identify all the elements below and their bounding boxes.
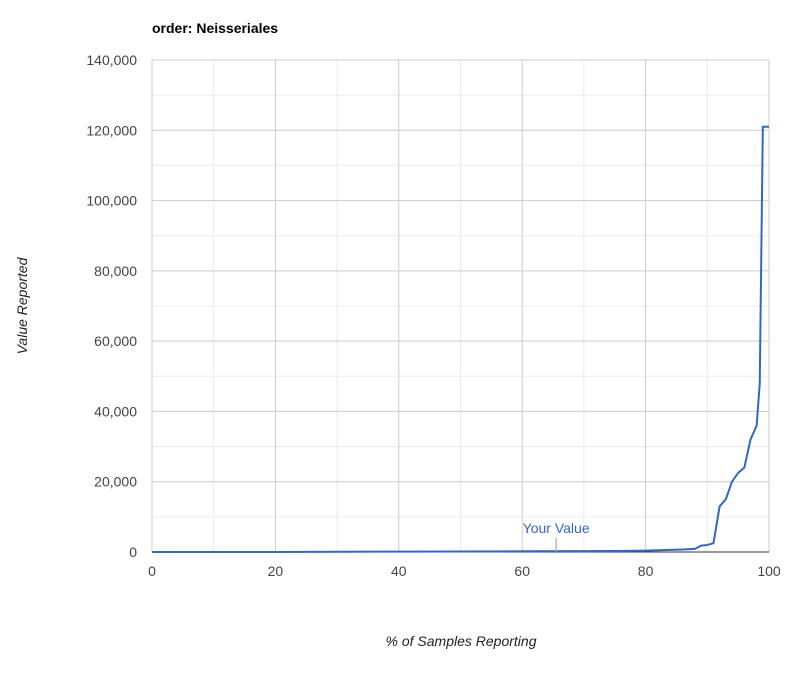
- y-tick-label: 20,000: [94, 474, 137, 490]
- x-tick-label: 20: [268, 563, 284, 579]
- x-tick-label: 80: [638, 563, 654, 579]
- y-tick-label: 60,000: [94, 333, 137, 349]
- x-tick-label: 100: [757, 563, 781, 579]
- x-axis-ticks: 0 20 40 60 80 100: [148, 563, 781, 579]
- x-tick-label: 40: [391, 563, 407, 579]
- y-tick-label: 140,000: [86, 52, 137, 68]
- your-value-marker: Your Value: [523, 520, 590, 552]
- series-lines: [152, 125, 769, 553]
- x-tick-label: 60: [514, 563, 530, 579]
- series-line: [152, 125, 769, 553]
- y-axis-ticks: 0 20,000 40,000 60,000 80,000 100,000 120,000 1…: [86, 52, 137, 560]
- your-value-label: Your Value: [523, 520, 590, 536]
- y-tick-label: 0: [129, 544, 137, 560]
- y-tick-label: 80,000: [94, 263, 137, 279]
- chart-title: order: Neisseriales: [152, 20, 278, 36]
- x-tick-label: 0: [148, 563, 156, 579]
- y-axis-label: Value Reported: [14, 256, 30, 354]
- minor-gridlines: [152, 60, 769, 552]
- y-tick-label: 120,000: [86, 122, 137, 138]
- x-axis-label: % of Samples Reporting: [386, 633, 537, 649]
- y-tick-label: 40,000: [94, 403, 137, 419]
- y-tick-label: 100,000: [86, 193, 137, 209]
